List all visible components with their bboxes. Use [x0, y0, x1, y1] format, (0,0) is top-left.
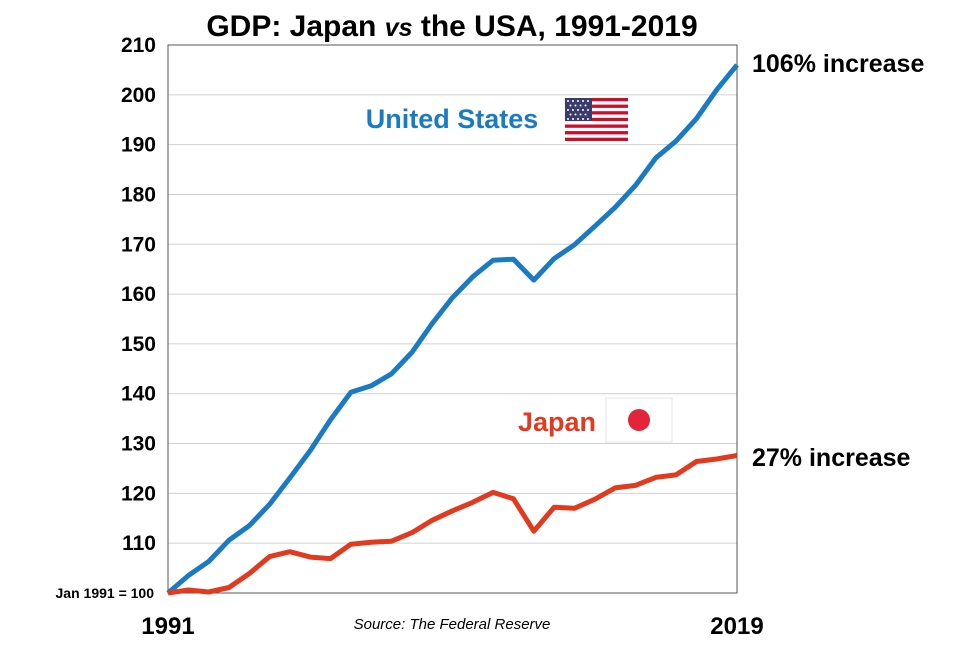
y-tick-label: 140	[121, 383, 156, 406]
y-tick-label: 180	[121, 183, 156, 206]
y-tick-label: 120	[121, 482, 156, 505]
y-tick-label: 200	[121, 84, 156, 107]
series-label-usa: United States	[366, 104, 539, 134]
y-tick-label: 210	[121, 34, 156, 57]
y-tick-label: 160	[121, 283, 156, 306]
baseline-label: Jan 1991 = 100	[56, 585, 155, 601]
title-vs: vs	[385, 14, 413, 42]
usa-increase-annotation: 106% increase	[752, 50, 924, 78]
y-axis-ticks: 110 120 130 140 150 160 170 180 190 200 210	[121, 34, 156, 555]
y-tick-label: 110	[122, 532, 156, 555]
japan-increase-annotation: 27% increase	[752, 444, 911, 472]
x-axis-start-label: 1991	[141, 613, 194, 640]
plot-frame	[167, 44, 738, 594]
title-suffix: the USA, 1991-2019	[413, 10, 698, 43]
y-tick-label: 170	[121, 233, 156, 256]
y-tick-label: 190	[121, 134, 156, 157]
source-note: Source: The Federal Reserve	[354, 616, 551, 633]
japan-flag-icon	[605, 397, 673, 443]
y-tick-label: 130	[121, 433, 156, 456]
chart-title: GDP: Japan vs the USA, 1991-2019	[206, 10, 697, 43]
series-line-japan	[167, 453, 738, 596]
usa-flag-icon	[565, 98, 628, 141]
y-tick-label: 150	[121, 333, 156, 356]
x-axis-end-label: 2019	[710, 613, 763, 640]
series-label-japan: Japan	[518, 407, 596, 437]
series-line-usa	[166, 63, 739, 595]
title-prefix: GDP: Japan	[206, 10, 384, 43]
series-lines	[166, 63, 739, 596]
